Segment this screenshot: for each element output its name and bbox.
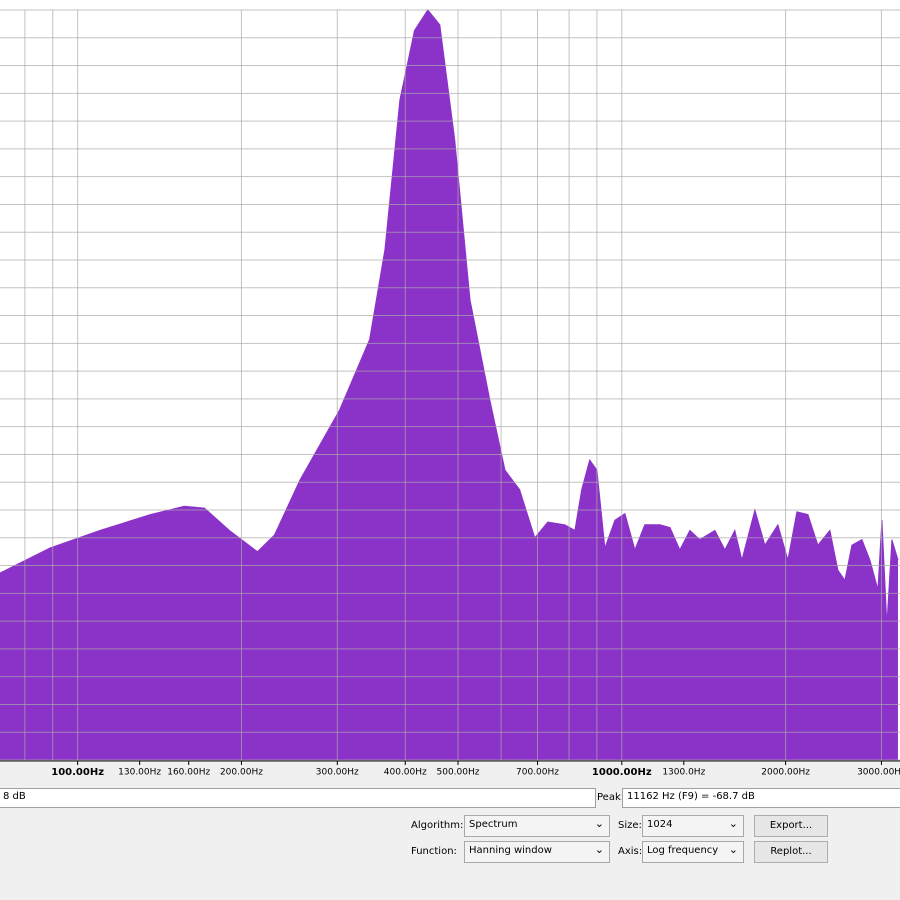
x-tick-label: 1300.0Hz [662, 768, 705, 778]
peak-readout: 11162 Hz (F9) = -68.7 dB [622, 788, 900, 808]
algorithm-select[interactable]: Spectrum [464, 815, 610, 837]
x-tick-label: 1000.00Hz [592, 767, 652, 778]
function-label: Function: [411, 846, 457, 857]
spectrum-line [0, 9, 899, 625]
x-tick-label: 300.00Hz [316, 768, 359, 778]
x-tick-label: 500.00Hz [437, 768, 480, 778]
spectrum-plot: 100.00Hz 130.00Hz 160.00Hz 200.00Hz 300.00Hz… [0, 0, 900, 790]
area-fill [0, 10, 898, 760]
axis-label: Axis: [618, 846, 643, 857]
x-tick-label: 160.00Hz [167, 768, 210, 778]
export-button[interactable]: Export... [754, 815, 828, 837]
x-tick-label: 2000.00Hz [761, 768, 810, 778]
algorithm-label: Algorithm: [411, 820, 464, 831]
x-tick-label: 3000.00Hz [857, 768, 900, 778]
size-label: Size: [618, 820, 642, 831]
x-tick-label: 100.00Hz [51, 767, 104, 778]
size-select[interactable]: 1024 [642, 815, 744, 837]
axis-select[interactable]: Log frequency [642, 841, 744, 863]
function-select[interactable]: Hanning window [464, 841, 610, 863]
x-tick-label: 130.00Hz [118, 768, 161, 778]
peak-label: Peak: [597, 792, 625, 803]
cursor-readout: 8 dB [0, 788, 596, 808]
x-tick-label: 400.00Hz [384, 768, 427, 778]
axis-strip [0, 762, 900, 790]
replot-button[interactable]: Replot... [754, 841, 828, 863]
x-tick-label: 200.00Hz [220, 768, 263, 778]
x-tick-label: 700.00Hz [516, 768, 559, 778]
